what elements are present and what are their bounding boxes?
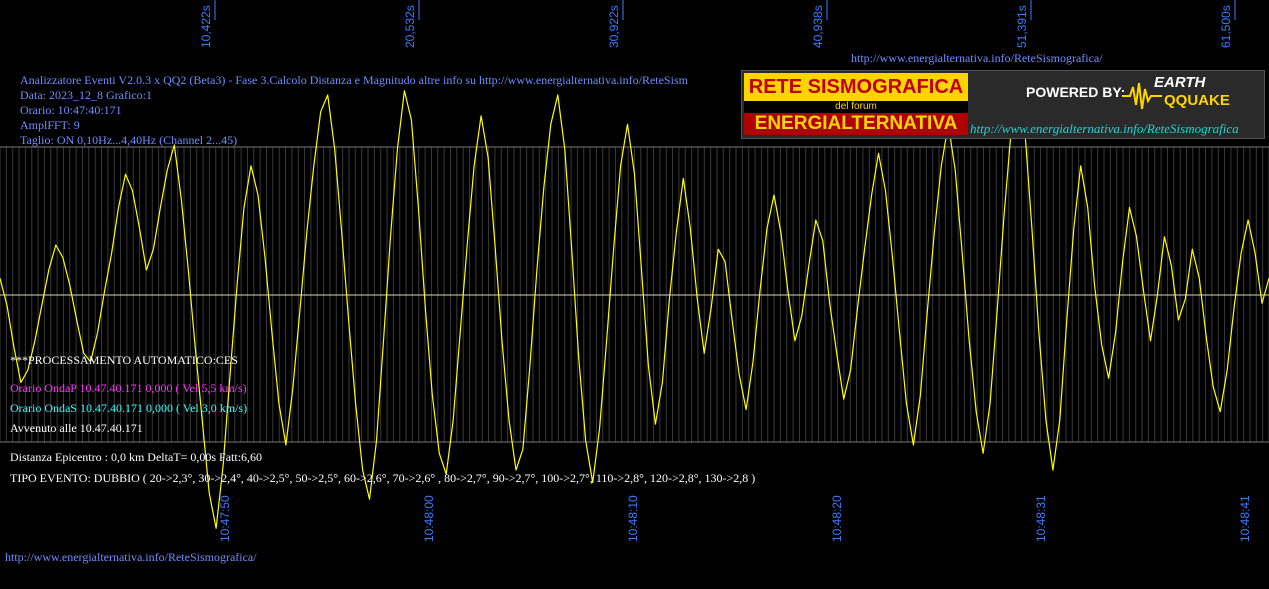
event-type: TIPO EVENTO: DUBBIO ( 20->2,3°, 30->2,4°… (10, 471, 756, 485)
logo-brand-earth: EARTH (1154, 74, 1206, 91)
s-wave-time: Orario OndaS 10.47.40.171 0,000 ( Vel 3,… (10, 401, 248, 415)
processing-title: ***PROCESSAMENTO AUTOMATICO:CES (10, 353, 238, 367)
header-date-line: Data: 2023_12_8 Grafico:1 (20, 88, 152, 102)
event-occurred-time: Avvenuto alle 10.47.40.171 (10, 421, 143, 435)
bottom-tick-label: 10:48:31 (1034, 495, 1048, 542)
top-tick-label: 40,938s (811, 5, 825, 48)
top-tick-label: 20,532s (403, 5, 417, 48)
top-tick-label: 10,422s (199, 5, 213, 48)
logo-title: RETE SISMOGRAFICA (744, 73, 968, 101)
bottom-url-link[interactable]: http://www.energialternativa.info/ReteSi… (5, 550, 257, 564)
p-wave-time: Orario OndaP 10.47.40.171 0,000 ( Vel 5,… (10, 381, 247, 395)
top-tick-label: 51,391s (1015, 5, 1029, 48)
top-tick-label: 61,500s (1219, 5, 1233, 48)
bottom-tick-label: 10:47:50 (218, 495, 232, 542)
seismic-wave-icon (1122, 82, 1162, 110)
epicenter-distance: Distanza Epicentro : 0,0 km DeltaT= 0,00… (10, 450, 263, 464)
logo-brand-qquake: QQUAKE (1164, 92, 1230, 109)
bottom-tick-label: 10:48:00 (422, 495, 436, 542)
top-tick-label: 30,922s (607, 5, 621, 48)
bottom-tick-label: 10:48:41 (1238, 495, 1252, 542)
header-filter-line: Taglio: ON 0,10Hz...4,40Hz (Channel 2...… (20, 133, 238, 147)
header-amplfft-line: AmplFFT: 9 (20, 118, 80, 132)
rete-sismografica-logo: RETE SISMOGRAFICA del forum ENERGIALTERN… (741, 70, 1265, 139)
logo-powered-by: POWERED BY: (1026, 84, 1126, 100)
logo-url-link[interactable]: http://www.energialternativa.info/ReteSi… (970, 121, 1239, 136)
seismic-trace-line (0, 81, 1269, 529)
header-time-line: Orario: 10:47:40:171 (20, 103, 122, 117)
logo-subtitle: del forum (744, 101, 968, 113)
bottom-tick-label: 10:48:10 (626, 495, 640, 542)
logo-forum-name: ENERGIALTERNATIVA (744, 113, 968, 135)
bottom-tick-label: 10:48:20 (830, 495, 844, 542)
top-url-link[interactable]: http://www.energialternativa.info/ReteSi… (851, 51, 1103, 65)
header-analyzer-line: Analizzatore Eventi V2.0.3 x QQ2 (Beta3)… (20, 73, 688, 87)
